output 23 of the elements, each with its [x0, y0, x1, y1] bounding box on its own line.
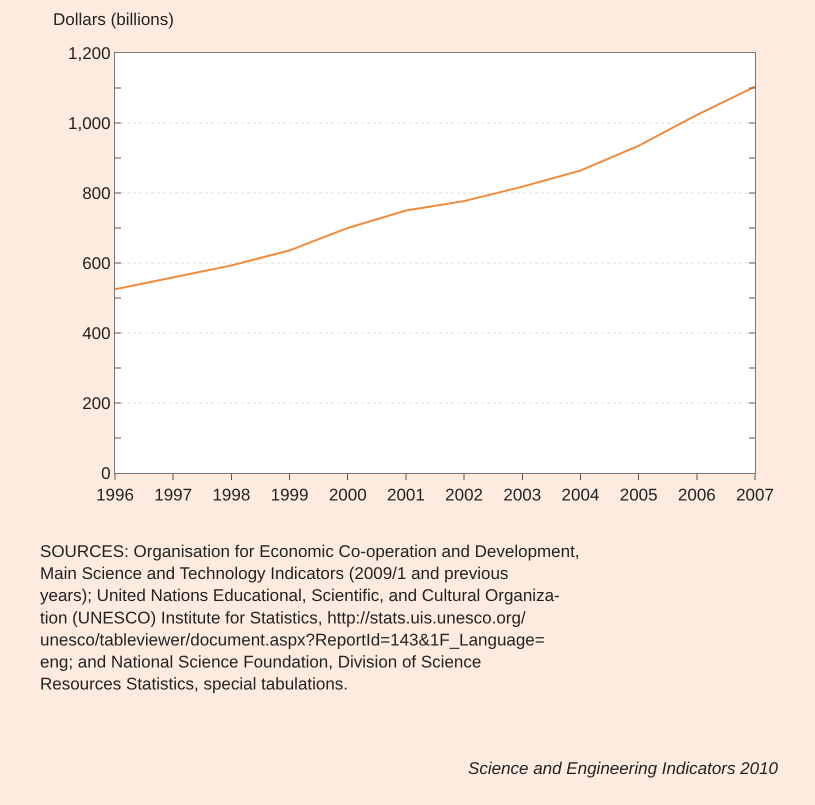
x-tick-label: 2004 — [562, 485, 600, 504]
text: Science and Engineering Indicators 2010 — [468, 759, 779, 778]
x-tick-label: 2007 — [736, 485, 774, 504]
x-tick-label: 2006 — [678, 485, 716, 504]
x-tick-label: 2003 — [503, 485, 542, 504]
source-note: SOURCES: Organisation for Economic Co-operation and Development, Main Science and Technology Indicators (2009/1 and previous years); United Nations Educational, Scientific, and Cultural Organiza- tion (UNESCO) Institute for Statistics, http://stats.uis.unesco.org/ unesco/tableviewer/document.aspx?ReportId=143&1F_Language= eng; and National Science Foundation, Division of Science Resources Statistics, special tabulations. — [40, 542, 580, 694]
y-tick-label: 800 — [82, 184, 111, 203]
x-tick-label: 1996 — [96, 485, 134, 504]
y-tick-label: 200 — [82, 394, 111, 413]
x-tick-label: 2001 — [386, 485, 425, 504]
x-tick-label: 2000 — [328, 485, 367, 504]
y-tick-label: 600 — [82, 254, 111, 273]
y-axis-title: Dollars (billions) — [53, 10, 174, 29]
x-tick-label: 2002 — [445, 485, 484, 504]
line-series — [115, 86, 755, 290]
y-tick-label: 400 — [82, 324, 111, 343]
x-tick-label: 1997 — [154, 485, 192, 504]
y-tick-label: 0 — [101, 464, 111, 483]
y-tick-label: 1,200 — [68, 44, 111, 63]
x-tick-label: 1999 — [270, 485, 308, 504]
x-tick-label: 1998 — [212, 485, 250, 504]
y-tick-label: 1,000 — [68, 114, 111, 133]
x-tick-label: 2005 — [620, 485, 658, 504]
